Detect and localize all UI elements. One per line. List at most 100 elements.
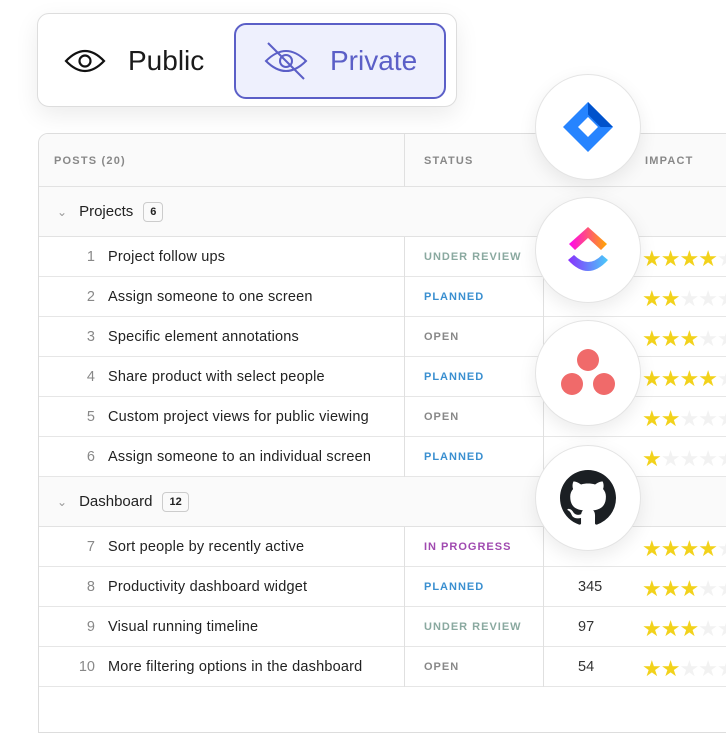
impact-rating[interactable]: ★★★★★ (642, 246, 726, 272)
star-icon[interactable]: ★ (717, 326, 726, 351)
impact-rating[interactable]: ★★★★★ (642, 446, 726, 472)
star-icon[interactable]: ★ (698, 616, 718, 641)
post-title[interactable]: More filtering options in the dashboard (108, 659, 363, 675)
table-row[interactable]: 7 Sort people by recently active IN PROG… (39, 527, 726, 567)
star-icon[interactable]: ★ (717, 576, 726, 601)
chevron-down-icon[interactable]: ⌄ (57, 494, 68, 509)
impact-rating[interactable]: ★★★★★ (642, 366, 726, 392)
star-icon[interactable]: ★ (660, 576, 681, 601)
star-icon[interactable]: ★ (717, 366, 726, 391)
table-row[interactable]: 5 Custom project views for public viewin… (39, 397, 726, 437)
status-badge[interactable]: UNDER REVIEW (424, 251, 522, 263)
star-icon[interactable]: ★ (717, 616, 726, 641)
star-icon[interactable]: ★ (698, 536, 718, 561)
star-icon[interactable]: ★ (660, 366, 681, 391)
table-row[interactable]: 4 Share product with select people PLANN… (39, 357, 726, 397)
status-badge[interactable]: OPEN (424, 411, 460, 423)
table-row[interactable]: 10 More filtering options in the dashboa… (39, 647, 726, 687)
star-icon[interactable]: ★ (642, 616, 662, 641)
post-title[interactable]: Project follow ups (108, 249, 226, 265)
impact-rating[interactable]: ★★★★★ (642, 406, 726, 432)
impact-rating[interactable]: ★★★★★ (642, 536, 726, 562)
asana-icon[interactable] (535, 320, 641, 426)
star-icon[interactable]: ★ (660, 246, 681, 271)
star-icon[interactable]: ★ (679, 246, 699, 271)
star-icon[interactable]: ★ (642, 536, 662, 561)
posts-column-header[interactable]: POSTS (20) (54, 155, 126, 167)
star-icon[interactable]: ★ (642, 246, 662, 271)
public-option[interactable]: Public (64, 23, 204, 99)
star-icon[interactable]: ★ (717, 656, 726, 681)
star-icon[interactable]: ★ (679, 576, 699, 601)
star-icon[interactable]: ★ (642, 446, 662, 471)
table-row[interactable]: 6 Assign someone to an individual screen… (39, 437, 726, 477)
star-icon[interactable]: ★ (717, 446, 726, 471)
star-icon[interactable]: ★ (642, 576, 662, 601)
star-icon[interactable]: ★ (679, 616, 699, 641)
star-icon[interactable]: ★ (679, 366, 699, 391)
star-icon[interactable]: ★ (698, 326, 718, 351)
star-icon[interactable]: ★ (698, 656, 718, 681)
impact-rating[interactable]: ★★★★★ (642, 326, 726, 352)
status-badge[interactable]: PLANNED (424, 451, 485, 463)
status-badge[interactable]: PLANNED (424, 371, 485, 383)
star-icon[interactable]: ★ (679, 536, 699, 561)
table-row[interactable]: 2 Assign someone to one screen PLANNED ★… (39, 277, 726, 317)
star-icon[interactable]: ★ (679, 286, 699, 311)
status-badge[interactable]: PLANNED (424, 581, 485, 593)
star-icon[interactable]: ★ (717, 536, 726, 561)
status-column-header[interactable]: STATUS (424, 155, 474, 167)
star-icon[interactable]: ★ (717, 246, 726, 271)
star-icon[interactable]: ★ (679, 326, 699, 351)
star-icon[interactable]: ★ (660, 326, 681, 351)
star-icon[interactable]: ★ (660, 446, 681, 471)
table-row[interactable]: 3 Specific element annotations OPEN ★★★★… (39, 317, 726, 357)
star-icon[interactable]: ★ (679, 446, 699, 471)
star-icon[interactable]: ★ (642, 286, 662, 311)
table-row[interactable]: 8 Productivity dashboard widget PLANNED … (39, 567, 726, 607)
table-row[interactable]: 9 Visual running timeline UNDER REVIEW 9… (39, 607, 726, 647)
star-icon[interactable]: ★ (698, 366, 718, 391)
jira-icon[interactable] (535, 74, 641, 180)
chevron-down-icon[interactable]: ⌄ (57, 204, 68, 219)
star-icon[interactable]: ★ (660, 536, 681, 561)
status-badge[interactable]: OPEN (424, 661, 460, 673)
star-icon[interactable]: ★ (642, 326, 662, 351)
star-icon[interactable]: ★ (698, 446, 718, 471)
star-icon[interactable]: ★ (679, 656, 699, 681)
status-badge[interactable]: OPEN (424, 331, 460, 343)
impact-rating[interactable]: ★★★★★ (642, 616, 726, 642)
clickup-icon[interactable] (535, 197, 641, 303)
post-title[interactable]: Sort people by recently active (108, 539, 305, 555)
star-icon[interactable]: ★ (642, 656, 662, 681)
star-icon[interactable]: ★ (660, 656, 681, 681)
star-icon[interactable]: ★ (698, 246, 718, 271)
star-icon[interactable]: ★ (698, 406, 718, 431)
star-icon[interactable]: ★ (698, 576, 718, 601)
post-title[interactable]: Productivity dashboard widget (108, 579, 308, 595)
star-icon[interactable]: ★ (717, 406, 726, 431)
impact-rating[interactable]: ★★★★★ (642, 286, 726, 312)
status-badge[interactable]: UNDER REVIEW (424, 621, 522, 633)
status-badge[interactable]: IN PROGRESS (424, 541, 512, 553)
star-icon[interactable]: ★ (660, 616, 681, 641)
impact-column-header[interactable]: IMPACT (645, 155, 694, 167)
post-title[interactable]: Assign someone to one screen (108, 289, 313, 305)
post-title[interactable]: Assign someone to an individual screen (108, 449, 372, 465)
impact-rating[interactable]: ★★★★★ (642, 576, 726, 602)
star-icon[interactable]: ★ (717, 286, 726, 311)
star-icon[interactable]: ★ (642, 406, 662, 431)
post-title[interactable]: Visual running timeline (108, 619, 259, 635)
status-badge[interactable]: PLANNED (424, 291, 485, 303)
post-title[interactable]: Custom project views for public viewing (108, 409, 369, 425)
impact-rating[interactable]: ★★★★★ (642, 656, 726, 682)
post-title[interactable]: Specific element annotations (108, 329, 299, 345)
github-icon[interactable] (535, 445, 641, 551)
star-icon[interactable]: ★ (679, 406, 699, 431)
star-icon[interactable]: ★ (660, 286, 681, 311)
star-icon[interactable]: ★ (698, 286, 718, 311)
star-icon[interactable]: ★ (642, 366, 662, 391)
private-option[interactable]: Private (234, 23, 446, 99)
table-row[interactable]: 1 Project follow ups UNDER REVIEW ★★★★★ (39, 237, 726, 277)
star-icon[interactable]: ★ (660, 406, 681, 431)
